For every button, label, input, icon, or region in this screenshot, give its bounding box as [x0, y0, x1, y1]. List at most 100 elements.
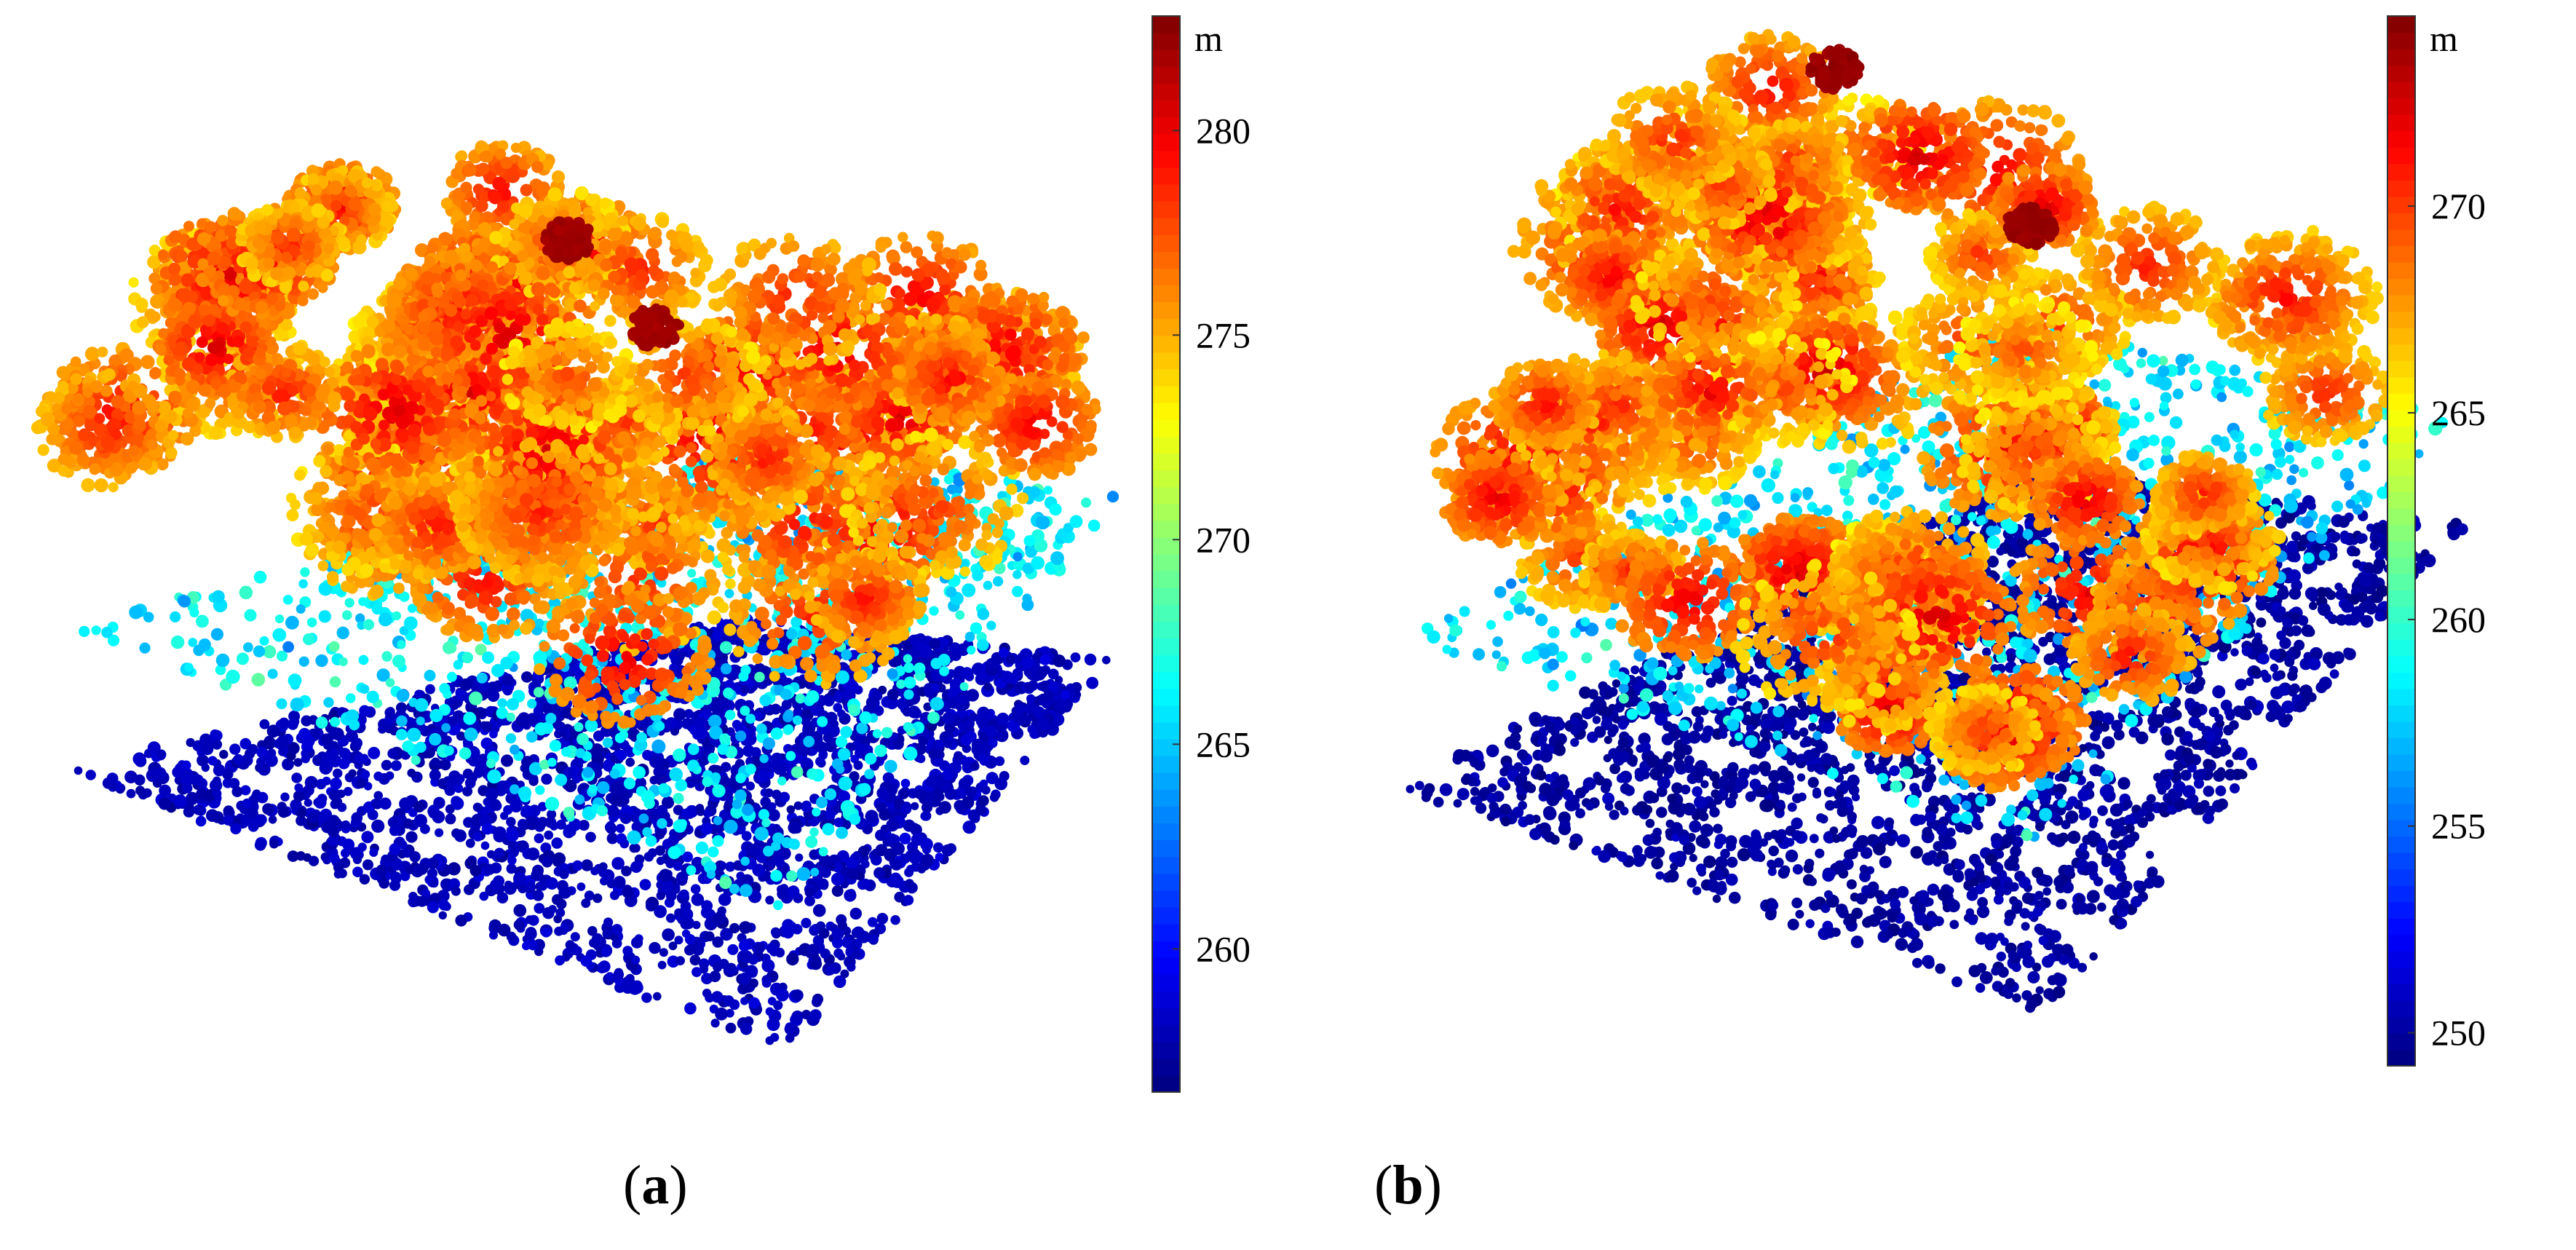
- understory-point-a: [840, 726, 852, 738]
- ground-point-a: [438, 899, 448, 909]
- ground-point-a: [506, 817, 516, 827]
- ground-point-a: [765, 895, 774, 905]
- understory-point-a: [955, 610, 965, 620]
- ground-point-a: [276, 735, 289, 748]
- ground-point-a: [298, 727, 311, 740]
- ground-point-a: [668, 941, 678, 951]
- ground-point-a: [405, 831, 418, 843]
- ground-point-a: [489, 729, 498, 739]
- ground-point-a: [900, 803, 912, 815]
- understory-point-a: [642, 827, 652, 837]
- understory-point-a: [818, 847, 828, 857]
- ground-point-a: [809, 1009, 822, 1021]
- understory-point-a: [178, 595, 191, 608]
- ground-point-a: [900, 778, 911, 788]
- ground-point-a: [554, 926, 564, 936]
- understory-point-a: [887, 668, 898, 679]
- ground-point-a: [967, 786, 978, 796]
- ground-point-a: [547, 810, 557, 820]
- ground-point-a: [914, 789, 924, 799]
- understory-point-a: [344, 598, 354, 608]
- ground-point-a: [294, 783, 304, 792]
- understory-point-a: [667, 846, 681, 860]
- ground-point-a: [469, 865, 482, 877]
- understory-point-a: [576, 732, 589, 745]
- understory-point-a: [745, 764, 756, 775]
- ground-point-a: [537, 817, 548, 828]
- understory-point-a: [786, 870, 798, 882]
- ground-point-a: [1057, 699, 1069, 711]
- ground-point-a: [985, 726, 997, 738]
- ground-point-a: [702, 989, 712, 998]
- ground-point-a: [916, 754, 926, 764]
- ground-point-a: [690, 884, 701, 894]
- understory-point-a: [930, 697, 944, 711]
- ground-point-a: [534, 903, 545, 914]
- ground-point-a: [766, 942, 778, 954]
- ground-point-a: [455, 689, 464, 697]
- ground-point-a: [496, 892, 509, 903]
- ground-point-a: [695, 804, 705, 812]
- understory-point-a: [415, 741, 427, 753]
- ground-point-a: [812, 903, 826, 917]
- understory-point-a: [638, 813, 649, 824]
- ground-point-a: [748, 978, 758, 988]
- ground-point-a: [920, 811, 930, 821]
- understory-point-a: [253, 571, 267, 584]
- understory-point-a: [712, 784, 726, 798]
- understory-point-a: [796, 867, 811, 881]
- ground-point-a: [741, 831, 752, 842]
- ground-point-a: [416, 863, 428, 875]
- understory-point-a: [381, 651, 392, 662]
- ground-point-a: [1102, 655, 1111, 665]
- understory-point-a: [1106, 491, 1119, 503]
- understory-point-a: [759, 753, 769, 764]
- ground-point-a: [526, 847, 540, 861]
- ground-point-a: [774, 858, 785, 869]
- ground-point-a: [403, 818, 413, 829]
- ground-point-a: [710, 1018, 720, 1028]
- ground-point-a: [673, 708, 686, 721]
- understory-point-a: [824, 788, 837, 801]
- ground-point-a: [1029, 729, 1039, 739]
- ground-point-a: [565, 940, 575, 950]
- ground-point-a: [518, 712, 531, 724]
- understory-point-a: [1012, 570, 1022, 579]
- understory-point-a: [770, 869, 782, 882]
- ground-point-a: [905, 879, 914, 888]
- ground-point-a: [494, 847, 505, 859]
- ground-point-a: [656, 891, 665, 901]
- ground-point-a: [776, 988, 789, 1002]
- ground-point-a: [715, 1007, 728, 1021]
- ground-point-a: [754, 943, 765, 954]
- understory-point-a: [196, 614, 209, 628]
- ground-point-a: [852, 950, 861, 960]
- ground-point-a: [428, 809, 438, 819]
- ground-point-a: [201, 763, 210, 772]
- understory-point-a: [330, 716, 341, 727]
- ground-point-a: [389, 843, 401, 855]
- understory-point-a: [463, 711, 477, 725]
- understory-point-a: [881, 727, 893, 738]
- ground-point-a: [701, 823, 713, 835]
- ground-point-a: [777, 888, 788, 900]
- understory-point-a: [236, 652, 249, 665]
- ground-point-a: [429, 769, 441, 781]
- understory-point-a: [790, 766, 804, 778]
- understory-point-a: [772, 832, 785, 844]
- ground-point-a: [85, 770, 96, 780]
- ground-point-a: [338, 758, 349, 770]
- understory-point-a: [1023, 535, 1036, 547]
- understory-point-a: [189, 607, 199, 618]
- ground-point-a: [405, 866, 414, 874]
- ground-point-a: [371, 819, 385, 833]
- ground-point-a: [681, 808, 691, 818]
- ground-point-a: [256, 746, 269, 759]
- ground-point-a: [641, 992, 652, 1003]
- understory-point-a: [239, 585, 253, 600]
- understory-point-a: [535, 785, 545, 795]
- understory-point-a: [858, 783, 871, 796]
- ground-point-a: [1086, 676, 1098, 689]
- ground-point-a: [556, 819, 566, 830]
